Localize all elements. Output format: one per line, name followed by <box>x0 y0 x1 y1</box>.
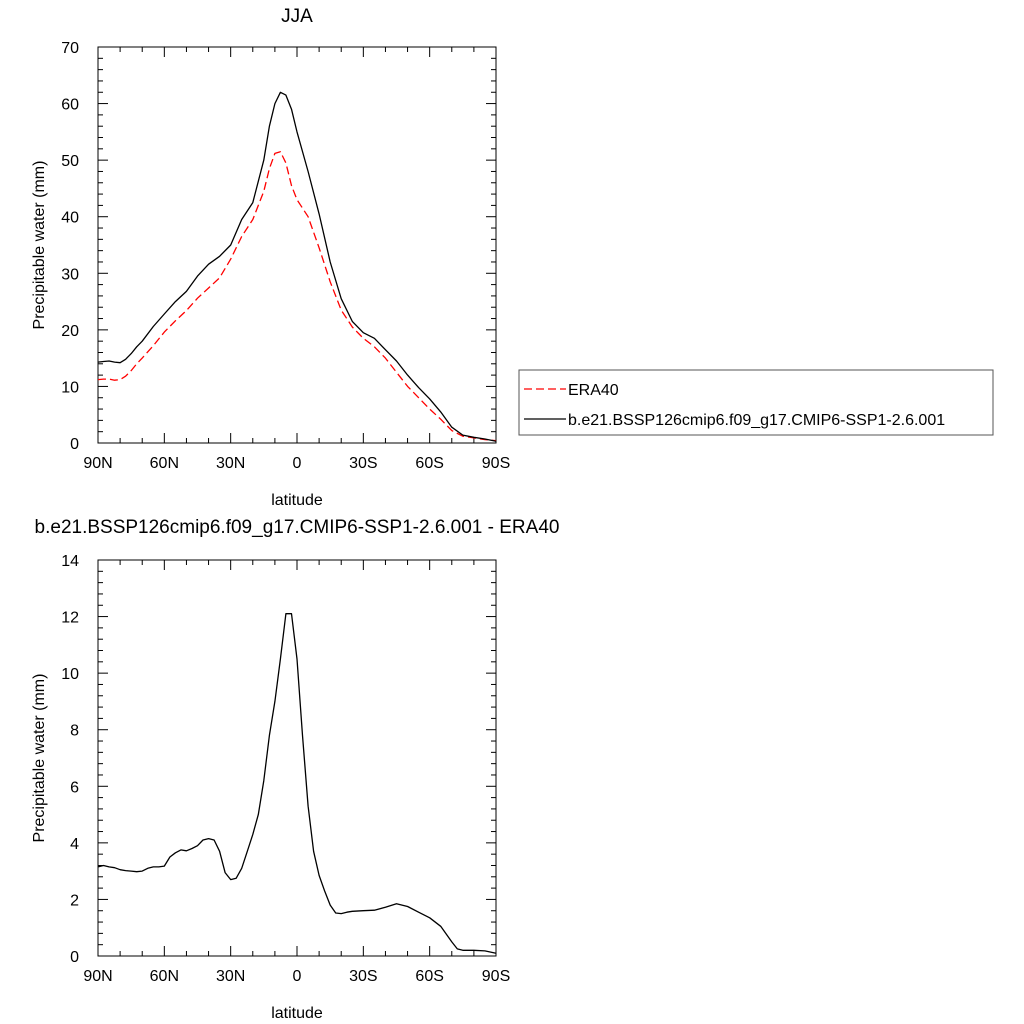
y-tick-label: 0 <box>70 949 79 966</box>
bottom-series-line-0 <box>97 613 497 954</box>
top-series-line-0 <box>97 151 497 442</box>
y-tick-label: 2 <box>70 892 79 909</box>
x-tick-label: 30N <box>216 455 245 472</box>
x-tick-label: 60N <box>150 455 179 472</box>
top-series-lines <box>97 91 497 442</box>
y-tick-label: 10 <box>61 666 79 683</box>
top-plot-frame <box>97 46 497 444</box>
top-series-line-1 <box>97 91 497 442</box>
bottom-plot-frame <box>97 559 497 957</box>
legend-box <box>518 369 994 436</box>
y-tick-label: 70 <box>61 40 79 57</box>
y-tick-label: 12 <box>61 610 79 627</box>
bottom-axis-ticks: 90N 60N 30N 0 30S 60S 90S 0 2 4 6 8 10 12 14 <box>61 553 510 985</box>
y-tick-label: 20 <box>61 323 79 340</box>
x-tick-label: 0 <box>293 968 302 985</box>
legend-label-era40: ERA40 <box>568 382 619 399</box>
y-tick-label: 40 <box>61 210 79 227</box>
y-tick-label: 0 <box>70 436 79 453</box>
bottom-chart-panel: b.e21.BSSP126cmip6.f09_g17.CMIP6-SSP1-2.… <box>31 517 559 1022</box>
x-tick-label: 60S <box>415 455 443 472</box>
top-x-axis-label: latitude <box>271 492 323 509</box>
x-tick-label: 30N <box>216 968 245 985</box>
x-tick-label: 60N <box>150 968 179 985</box>
bottom-chart-title: b.e21.BSSP126cmip6.f09_g17.CMIP6-SSP1-2.… <box>35 517 560 538</box>
x-tick-label: 90S <box>482 968 510 985</box>
top-chart-title: JJA <box>281 6 313 27</box>
bottom-y-axis-label: Precipitable water (mm) <box>31 674 48 843</box>
bottom-x-axis-label: latitude <box>271 1005 323 1022</box>
x-tick-label: 0 <box>293 455 302 472</box>
y-tick-label: 30 <box>61 266 79 283</box>
x-tick-label: 30S <box>349 455 377 472</box>
y-tick-label: 6 <box>70 779 79 796</box>
y-tick-label: 60 <box>61 97 79 114</box>
x-tick-label: 90N <box>83 455 112 472</box>
top-axis-ticks: 90N 60N 30N 0 30S 60S 90S 0 10 20 30 40 50 60 70 <box>61 40 510 472</box>
y-tick-label: 4 <box>70 836 79 853</box>
legend: ERA40 b.e21.BSSP126cmip6.f09_g17.CMIP6-S… <box>518 369 994 436</box>
x-tick-label: 90N <box>83 968 112 985</box>
top-chart-panel: JJA 90N 60N 30N 0 30S 60S 90S 0 10 20 30 40 50 60 70 l… <box>31 6 510 509</box>
y-tick-label: 50 <box>61 153 79 170</box>
top-y-axis-label: Precipitable water (mm) <box>31 161 48 330</box>
x-tick-label: 90S <box>482 455 510 472</box>
legend-label-model: b.e21.BSSP126cmip6.f09_g17.CMIP6-SSP1-2.… <box>568 412 945 429</box>
y-tick-label: 10 <box>61 379 79 396</box>
y-tick-label: 8 <box>70 723 79 740</box>
bottom-series-lines <box>97 613 497 954</box>
y-tick-label: 14 <box>61 553 79 570</box>
x-tick-label: 60S <box>415 968 443 985</box>
x-tick-label: 30S <box>349 968 377 985</box>
